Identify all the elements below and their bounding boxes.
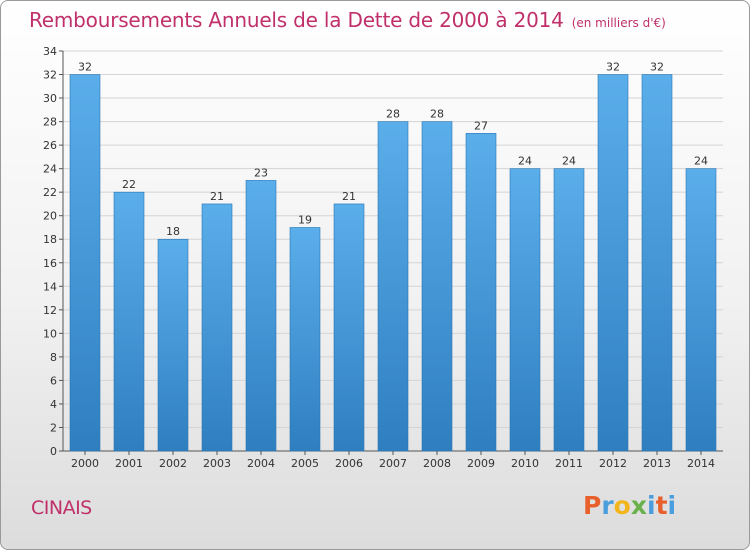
chart-subtitle: (en milliers d'€) xyxy=(571,16,666,30)
bar-value-label: 32 xyxy=(606,61,620,74)
bar xyxy=(641,74,673,452)
y-tick-label: 32 xyxy=(43,69,57,82)
chart-title-text: Remboursements Annuels de la Dette de 20… xyxy=(29,8,564,32)
y-tick-label: 10 xyxy=(43,327,57,340)
y-tick-label: 24 xyxy=(43,163,57,176)
bar-value-label: 27 xyxy=(474,119,488,132)
bar xyxy=(685,168,717,452)
bar xyxy=(289,227,321,452)
y-tick-label: 26 xyxy=(43,139,57,152)
logo-letter: P xyxy=(583,491,602,520)
x-tick-label: 2011 xyxy=(555,457,583,470)
bar-value-label: 19 xyxy=(298,213,312,226)
bar-value-label: 18 xyxy=(166,225,180,238)
x-tick-label: 2010 xyxy=(511,457,539,470)
logo-letter: r xyxy=(601,491,614,520)
chart-title: Remboursements Annuels de la Dette de 20… xyxy=(29,8,666,32)
bar xyxy=(201,203,233,452)
bar xyxy=(157,238,189,452)
bar-value-label: 32 xyxy=(650,61,664,74)
town-name: CINAIS xyxy=(31,497,92,519)
bar xyxy=(465,133,497,452)
y-tick-label: 8 xyxy=(50,351,57,364)
bar xyxy=(245,180,277,452)
logo-letter: t xyxy=(655,491,668,520)
y-tick-label: 6 xyxy=(50,374,57,387)
bar xyxy=(113,191,145,452)
bar-value-label: 24 xyxy=(518,155,532,168)
logo-letter: i xyxy=(667,491,677,520)
bar-value-label: 23 xyxy=(254,166,268,179)
bar xyxy=(421,121,453,452)
x-tick-label: 2009 xyxy=(467,457,495,470)
x-tick-label: 2002 xyxy=(159,457,187,470)
x-tick-label: 2004 xyxy=(247,457,275,470)
y-tick-label: 34 xyxy=(43,45,57,58)
y-tick-label: 28 xyxy=(43,116,57,129)
bar-value-label: 22 xyxy=(122,178,136,191)
x-tick-label: 2005 xyxy=(291,457,319,470)
x-tick-label: 2000 xyxy=(71,457,99,470)
logo-letter: x xyxy=(630,491,647,520)
x-tick-label: 2006 xyxy=(335,457,363,470)
y-tick-label: 2 xyxy=(50,421,57,434)
y-tick-label: 12 xyxy=(43,304,57,317)
y-tick-label: 14 xyxy=(43,280,57,293)
y-tick-label: 20 xyxy=(43,210,57,223)
logo-letter: i xyxy=(647,491,656,520)
x-tick-label: 2014 xyxy=(687,457,715,470)
logo-letter: o xyxy=(613,491,631,520)
y-tick-label: 0 xyxy=(50,445,57,458)
bar-value-label: 24 xyxy=(694,155,708,168)
bar-value-label: 32 xyxy=(78,61,92,74)
bar-value-label: 21 xyxy=(342,190,356,203)
bar xyxy=(69,74,101,452)
y-tick-label: 4 xyxy=(50,398,57,411)
x-tick-label: 2008 xyxy=(423,457,451,470)
y-tick-label: 16 xyxy=(43,257,57,270)
x-tick-label: 2001 xyxy=(115,457,143,470)
bar xyxy=(377,121,409,452)
bar xyxy=(553,168,585,452)
x-tick-label: 2012 xyxy=(599,457,627,470)
bar-value-label: 21 xyxy=(210,190,224,203)
y-tick-label: 22 xyxy=(43,186,57,199)
x-tick-label: 2007 xyxy=(379,457,407,470)
bar xyxy=(509,168,541,452)
bar-value-label: 28 xyxy=(386,108,400,121)
x-tick-label: 2003 xyxy=(203,457,231,470)
bar-value-label: 24 xyxy=(562,155,576,168)
y-tick-label: 18 xyxy=(43,233,57,246)
bar xyxy=(333,203,365,452)
x-tick-label: 2013 xyxy=(643,457,671,470)
proxiti-logo: Proxiti xyxy=(583,491,676,520)
bar xyxy=(597,74,629,452)
y-tick-label: 30 xyxy=(43,92,57,105)
bar-value-label: 28 xyxy=(430,108,444,121)
